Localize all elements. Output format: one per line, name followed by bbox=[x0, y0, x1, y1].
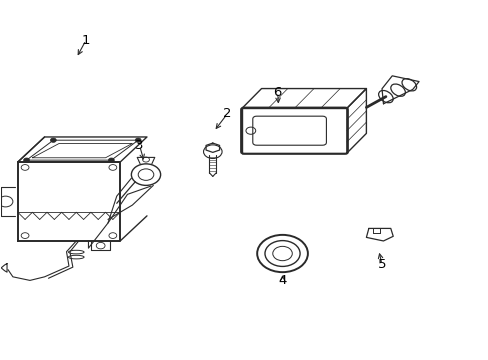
Circle shape bbox=[50, 138, 56, 142]
Text: 2: 2 bbox=[223, 107, 231, 120]
Circle shape bbox=[135, 138, 141, 142]
Circle shape bbox=[108, 158, 114, 162]
Circle shape bbox=[23, 158, 29, 162]
Text: 4: 4 bbox=[278, 274, 286, 287]
Text: 3: 3 bbox=[135, 139, 143, 152]
Text: 5: 5 bbox=[377, 258, 386, 271]
Text: 6: 6 bbox=[273, 86, 281, 99]
Text: 1: 1 bbox=[81, 33, 90, 47]
